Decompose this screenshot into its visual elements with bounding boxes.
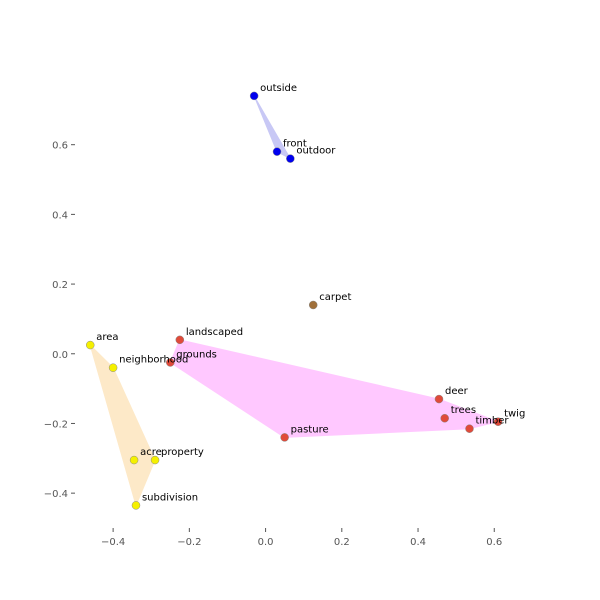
axes: −0.4 −0.2 0.0 0.2 0.4 0.6 −0.4 −0.2 0.0 0.2 0.4 0.6 <box>44 141 503 548</box>
point-timber <box>465 424 474 433</box>
x-tick-label: −0.2 <box>177 537 201 548</box>
point-grounds <box>166 358 175 367</box>
y-tick-label: −0.2 <box>44 419 68 430</box>
point-label-carpet: carpet <box>319 292 351 303</box>
point-label-timber: timber <box>475 416 509 427</box>
point-label-area: area <box>96 332 118 343</box>
point-area <box>85 340 95 350</box>
y-tick-label: 0.2 <box>52 280 68 291</box>
point-front <box>272 147 282 156</box>
point-label-acre: acre <box>140 447 162 458</box>
x-tick-label: 0.4 <box>410 537 426 548</box>
point-label-deer: deer <box>445 386 469 397</box>
point-pasture <box>280 433 289 442</box>
point-carpet <box>308 300 318 310</box>
point-label-twig: twig <box>504 409 525 420</box>
point-subdivision <box>131 501 141 510</box>
point-label-landscaped: landscaped <box>186 327 243 338</box>
point-label-trees: trees <box>451 405 476 416</box>
point-outside <box>249 91 259 101</box>
cluster-hull-0 <box>253 95 291 160</box>
point-label-front: front <box>283 139 307 150</box>
x-tick-label: 0.6 <box>486 537 502 548</box>
y-tick-label: 0.6 <box>52 141 68 152</box>
point-outdoor <box>286 154 295 163</box>
y-tick-label: −0.4 <box>44 489 68 500</box>
point-deer <box>434 394 444 404</box>
point-property <box>150 455 160 465</box>
point-neighborhood <box>108 363 118 372</box>
y-tick-label: 0.4 <box>52 210 68 221</box>
point-label-outside: outside <box>260 83 297 94</box>
point-acre <box>129 455 139 465</box>
point-twig <box>493 417 503 426</box>
point-label-property: property <box>161 447 204 458</box>
y-tick-label: 0.0 <box>52 350 68 361</box>
point-label-subdivision: subdivision <box>142 492 198 503</box>
x-tick-label: 0.2 <box>334 537 350 548</box>
x-tick-label: 0.0 <box>258 537 274 548</box>
point-label-grounds: grounds <box>176 349 217 360</box>
cluster-hull-3 <box>89 344 156 506</box>
x-tick-label: −0.4 <box>101 537 125 548</box>
point-label-neighborhood: neighborhood <box>119 355 188 366</box>
data-points <box>85 91 503 510</box>
point-label-outdoor: outdoor <box>296 146 336 157</box>
point-landscaped <box>175 335 185 345</box>
point-trees <box>440 413 449 423</box>
point-label-pasture: pasture <box>291 424 329 435</box>
